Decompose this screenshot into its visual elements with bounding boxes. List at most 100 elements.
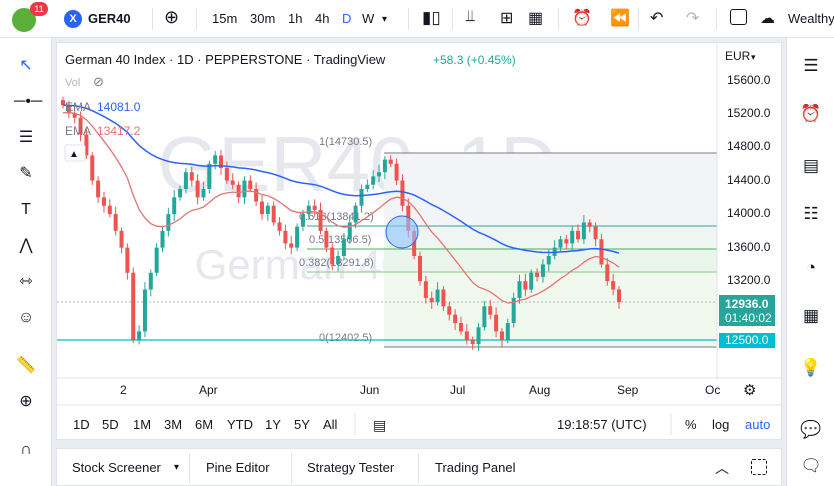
range-all[interactable]: All <box>323 417 338 432</box>
watchlist-icon[interactable]: ☰ <box>803 56 819 75</box>
currency-selector[interactable]: EUR <box>725 49 751 63</box>
hotlist-icon[interactable]: ◔ <box>805 258 817 277</box>
add-symbol-icon[interactable]: ⊕ <box>164 7 180 27</box>
replay-icon[interactable]: ⏪ <box>610 10 630 27</box>
candle-body <box>195 180 200 198</box>
candle-body <box>341 239 346 257</box>
candle-body <box>90 155 95 181</box>
measure-icon[interactable]: ⇿ <box>19 273 33 290</box>
candle-body <box>271 205 276 223</box>
fullscreen-icon[interactable] <box>730 9 747 25</box>
percent-scale-toggle[interactable]: % <box>685 417 697 432</box>
chat-icon[interactable]: 💬 <box>800 420 822 439</box>
tab-stock-screener[interactable]: Stock Screener <box>72 460 161 475</box>
symbol-search[interactable]: GER40 <box>88 11 131 26</box>
candle-body <box>546 256 551 265</box>
time-tick: Apr <box>199 383 218 397</box>
redo-icon[interactable]: ↷ <box>686 10 700 27</box>
interval-4h[interactable]: 4h <box>315 11 330 26</box>
candle-body <box>529 272 534 290</box>
candle-body <box>66 105 71 114</box>
candles-style-icon[interactable]: ▮▯ <box>422 8 441 27</box>
horizontal-lines-icon[interactable]: ☰ <box>18 129 34 146</box>
messages-icon[interactable]: 🗨 <box>800 456 822 475</box>
eye-hidden-icon[interactable]: ⊘ <box>93 74 104 89</box>
range-5d[interactable]: 5D <box>102 417 119 432</box>
candle-body <box>412 230 417 257</box>
utc-clock[interactable]: 19:18:57 (UTC) <box>557 417 647 432</box>
candle-body <box>488 306 493 315</box>
range-3m[interactable]: 3M <box>164 417 182 432</box>
undo-icon[interactable]: ↶ <box>650 10 664 27</box>
candle-body <box>336 256 341 265</box>
data-window-icon[interactable]: ▤ <box>802 156 820 175</box>
candle-body <box>564 239 569 244</box>
emoji-icon[interactable]: ☺ <box>17 309 35 326</box>
date-range-calendar-icon[interactable]: ▤ <box>373 417 386 433</box>
alert-icon[interactable]: ⏰ <box>572 10 592 27</box>
tab-pine-editor[interactable]: Pine Editor <box>206 460 270 475</box>
ema-long-line[interactable] <box>62 104 620 254</box>
settings-gear-icon[interactable]: ⚙ <box>743 382 756 399</box>
layout-name[interactable]: Wealthy <box>788 11 834 26</box>
tab-trading-panel[interactable]: Trading Panel <box>435 460 516 475</box>
legend-title[interactable]: German 40 Index · 1D · PEPPERSTONE · Tra… <box>65 52 386 67</box>
interval-1h[interactable]: 1h <box>288 11 303 26</box>
collapse-panel-icon[interactable]: ︿ <box>715 460 729 476</box>
candle-body <box>365 184 370 189</box>
indicators-icon[interactable]: ⫫ <box>466 8 475 25</box>
candle-body <box>113 214 118 231</box>
ema-long-label[interactable]: EMA <box>65 100 91 114</box>
trend-line-icon[interactable]: ─•─ <box>14 93 43 110</box>
range-1y[interactable]: 1Y <box>265 417 281 432</box>
divider <box>716 8 717 30</box>
zoom-in-icon[interactable]: ⊕ <box>19 393 33 410</box>
candle-body <box>482 306 487 328</box>
candle-body <box>101 197 106 206</box>
collapse-legend-button[interactable] <box>64 144 86 162</box>
maximize-panel-icon[interactable] <box>751 459 767 475</box>
interval-dropdown-icon[interactable]: ▾ <box>382 14 388 25</box>
candle-body <box>558 239 563 248</box>
cloud-icon[interactable]: ☁ <box>760 10 775 27</box>
log-scale-toggle[interactable]: log <box>712 417 729 432</box>
text-icon[interactable]: T <box>21 201 31 218</box>
interval-w[interactable]: W <box>362 11 375 26</box>
chevron-up-icon[interactable]: ▲ <box>69 149 79 160</box>
interval-30m[interactable]: 30m <box>250 11 276 26</box>
legend-vol[interactable]: Vol <box>65 77 80 89</box>
drawing-marker-icon[interactable] <box>385 215 419 249</box>
price-tick: 14800.0 <box>727 139 771 153</box>
brush-icon[interactable]: ✎ <box>19 165 33 182</box>
magnet-icon[interactable]: ∩ <box>20 441 32 458</box>
range-6m[interactable]: 6M <box>195 417 213 432</box>
pattern-icon[interactable]: ⋀ <box>19 237 33 254</box>
price-chart[interactable]: GER40, 1D German 40 Index 1(14730.5) 0.6… <box>57 43 783 441</box>
interval-d[interactable]: D <box>342 11 352 26</box>
currency-chevron-icon[interactable]: ▾ <box>751 52 756 62</box>
range-1m[interactable]: 1M <box>133 417 151 432</box>
templates-icon[interactable]: ⊞ <box>500 10 514 27</box>
candle-body <box>125 247 130 273</box>
bar-countdown: 01:40:02 <box>725 311 772 325</box>
candle-body <box>61 100 65 106</box>
ema-short-label[interactable]: EMA <box>65 124 91 138</box>
cursor-icon[interactable]: ↖ <box>19 57 33 74</box>
interval-15m[interactable]: 15m <box>212 11 238 26</box>
ruler-icon[interactable]: 📏 <box>16 357 36 374</box>
range-ytd[interactable]: YTD <box>227 417 253 432</box>
range-1d[interactable]: 1D <box>73 417 90 432</box>
layout-grid-icon[interactable]: ▦ <box>528 10 544 27</box>
chart-pane[interactable]: GER40, 1D German 40 Index 1(14730.5) 0.6… <box>56 42 783 441</box>
alerts-clock-icon[interactable]: ⏰ <box>800 104 822 123</box>
range-5y[interactable]: 5Y <box>294 417 310 432</box>
tab-strategy-tester[interactable]: Strategy Tester <box>307 460 395 475</box>
object-tree-icon[interactable]: ☷ <box>803 204 819 223</box>
calendar-icon[interactable]: ▦ <box>802 306 820 325</box>
candle-body <box>347 222 352 240</box>
ideas-bulb-icon[interactable]: 💡 <box>800 358 822 377</box>
time-tick: Jul <box>450 383 465 397</box>
auto-scale-toggle[interactable]: auto <box>745 417 770 432</box>
screener-chevron-icon[interactable]: ▾ <box>174 462 180 473</box>
ema-short-line[interactable] <box>62 111 620 304</box>
